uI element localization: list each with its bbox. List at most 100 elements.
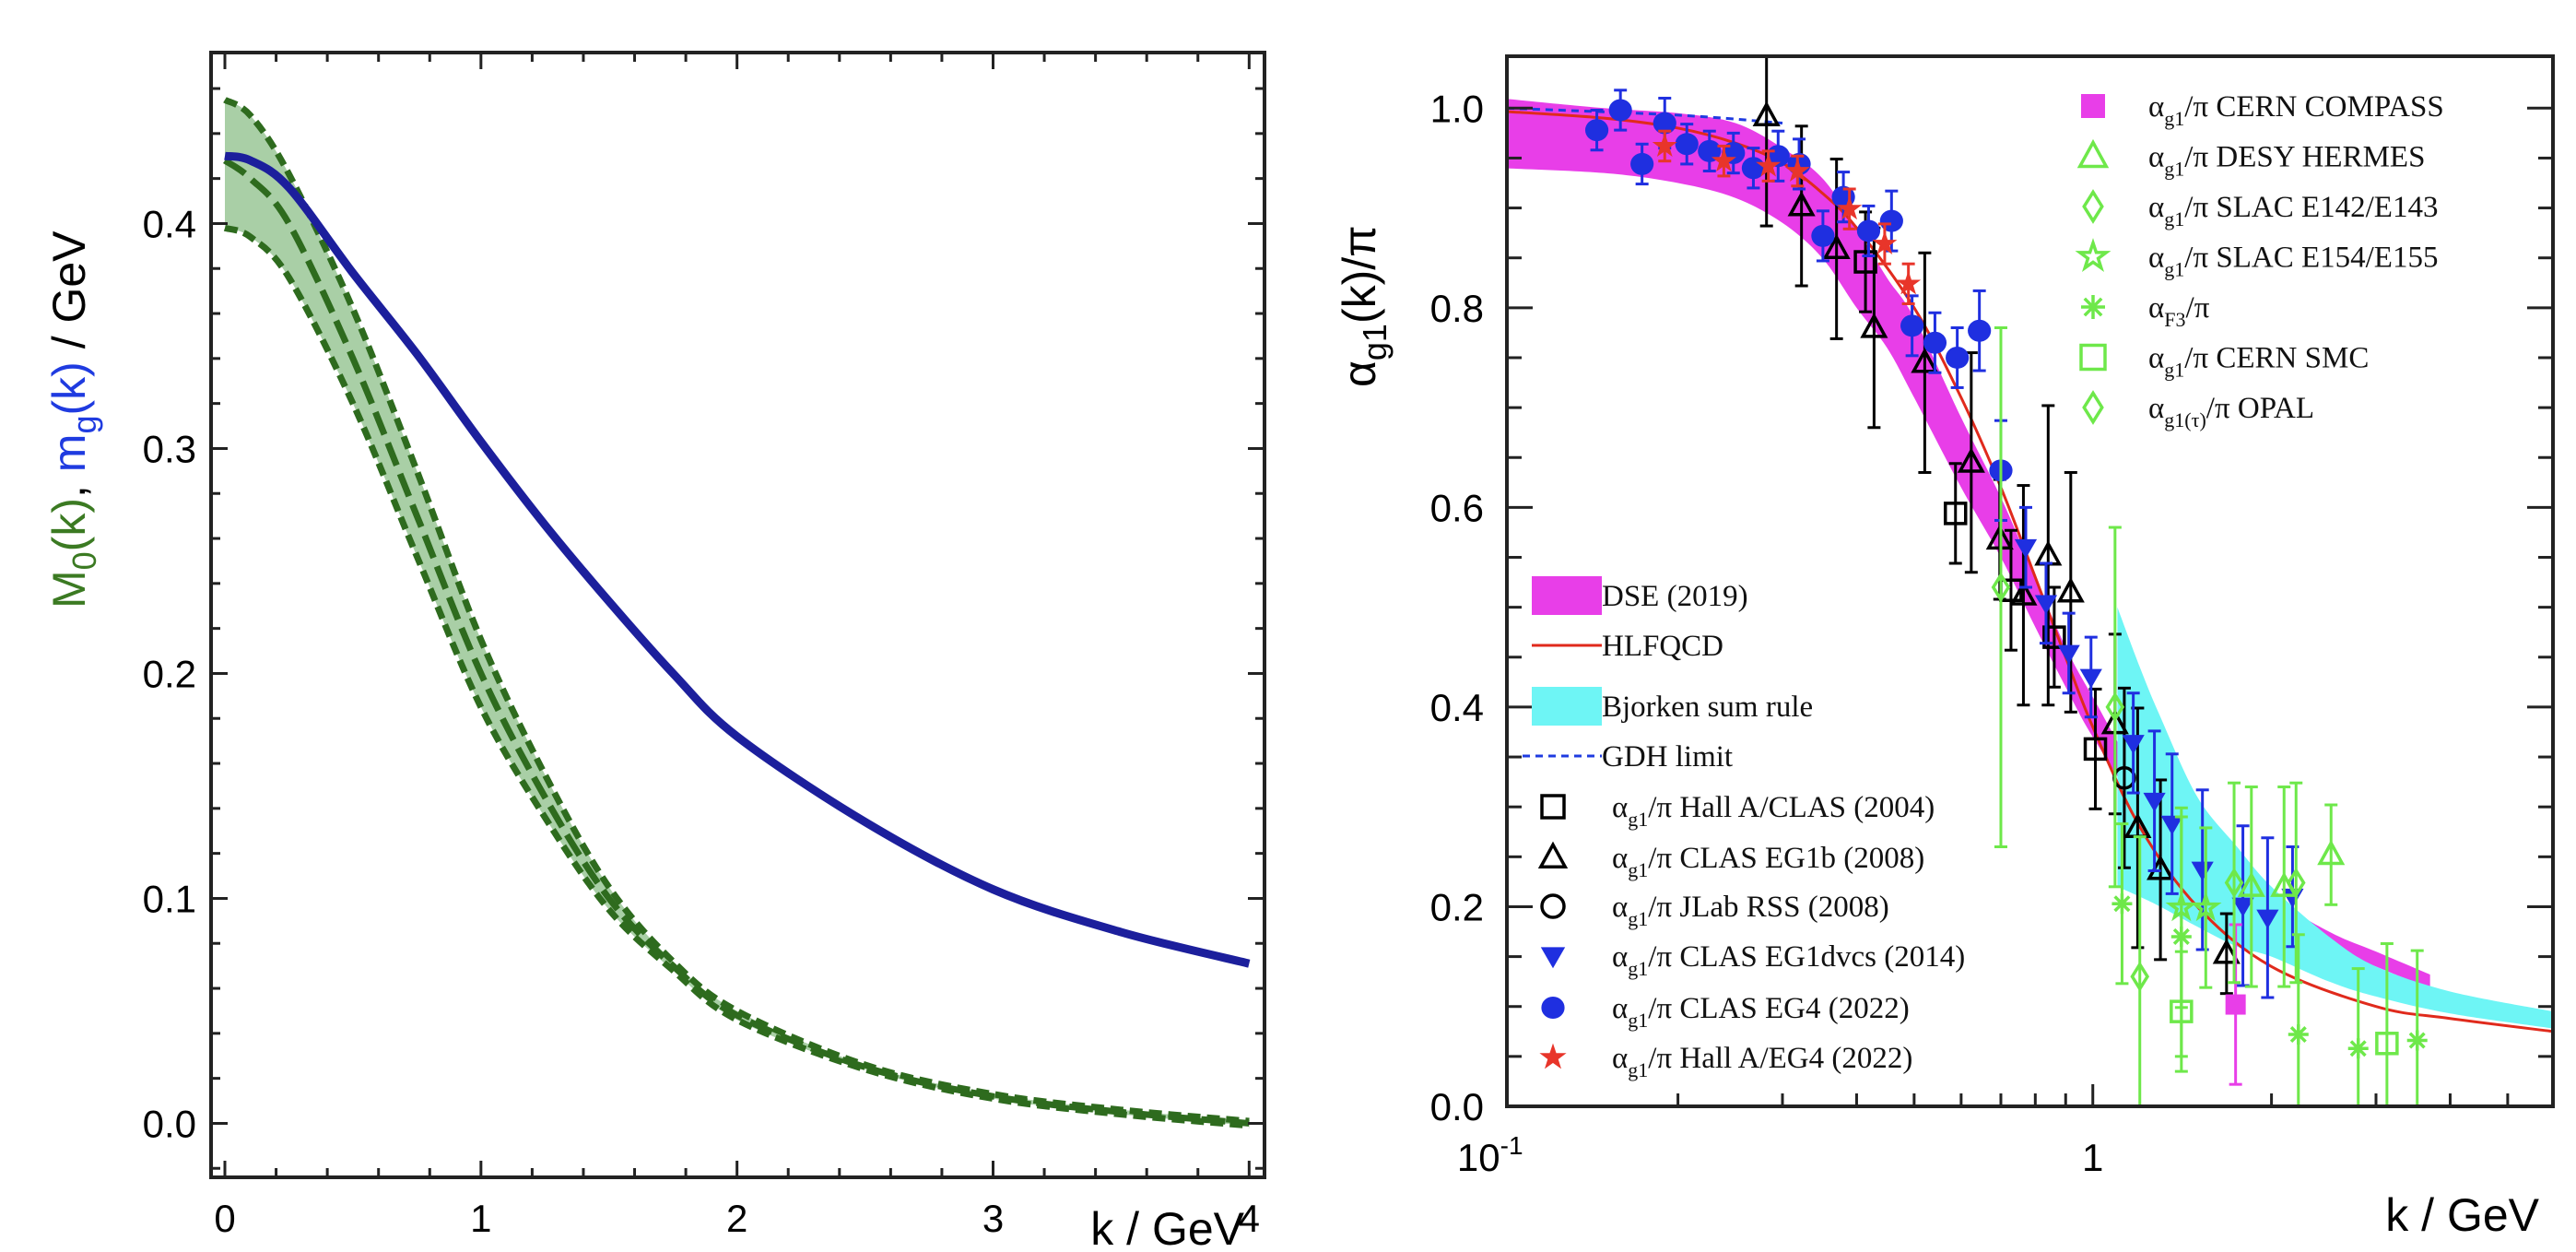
legend-label-rest: /π OPAL [2206,392,2314,425]
legend-entry: Bjorken sum rule [1532,687,1813,726]
legend-label-sub: g1 [2164,359,2184,382]
legend-label: GDH limit [1602,740,1733,774]
right-chart-panel: 0.00.20.40.60.81.010-1 1k / GeVαg1(k)/παg… [1334,54,2555,1241]
legend-marker [1540,794,1566,820]
series-hall-a-eg4-2022- [1652,129,1922,306]
legend-label-sub: F3 [2164,308,2185,331]
series-clas-eg1dvcs-2014- [2014,505,2304,999]
data-point-marker [2406,1030,2428,1051]
data-point-marker [2190,891,2222,922]
data-point-marker [1608,99,1632,122]
legend-label-main: α [2148,342,2164,375]
legend-label-sub: g1(τ) [2164,408,2206,431]
legend-marker [1537,841,1569,868]
series-opal [2105,526,2150,1106]
y-axis-title-part: m [43,434,95,473]
legend-label-rest: /π CERN COMPASS [2184,90,2443,124]
data-point-marker [2042,625,2066,649]
legend-label-main: α [1612,791,1628,824]
legend-label-rest: /π JLab RSS (2008) [1648,891,1888,924]
series-cern-smc [2170,942,2399,1106]
data-point-marker [1896,270,1922,295]
right-plot-area [1507,56,2553,1106]
legend-label: αg1/π Hall A/CLAS (2004) [1612,791,1935,831]
m0-central-line [222,158,1250,1127]
data-point-marker [2347,1038,2369,1059]
y-axis-title-sub: g1 [1356,324,1394,360]
m0-lower-bound-line [223,224,1250,1129]
data-point-marker [1957,447,1985,473]
data-point-marker [2317,839,2346,866]
legend-label: αg1/π Hall A/EG4 (2022) [1612,1042,1912,1081]
legend-label-sub: g1 [2164,107,2184,130]
data-point-marker [1943,502,1968,526]
legend-entry: αg1/π CERN SMC [2079,342,2369,382]
data-point-marker [2256,909,2279,929]
y-tick-label: 0.1 [143,877,196,920]
data-point-marker-stroke [2408,1032,2426,1049]
data-point-marker [1911,348,1939,373]
y-tick-label: 1.0 [1430,87,1484,130]
y-axis-title-rest: (k)/π [1334,225,1385,324]
data-point-marker [1698,139,1722,162]
legend-marker-stroke [2083,297,2103,317]
data-point-marker [2286,867,2306,898]
legend-marker [1541,997,1565,1019]
data-point-marker [1900,314,1924,337]
m0-upper-bound-line [223,97,1250,1125]
data-point-marker [2212,939,2241,964]
data-point-marker [2014,538,2038,559]
data-point-marker [1584,119,1609,142]
legend-label-main: α [2148,392,2164,425]
legend-entry: αg1/π JLab RSS (2008) [1540,891,1889,930]
data-point-marker [1784,158,1810,183]
mg-line [224,151,1251,968]
x-tick-label: 1 [2082,1136,2103,1179]
data-point-marker [2130,961,2150,992]
data-point-marker [1968,319,1992,342]
data-point-marker [2009,580,2038,606]
legend-label: αg1/π CERN COMPASS [2148,90,2444,130]
y-axis-title: M0(k), mg(k) / GeV [43,230,103,608]
data-point-marker [1652,133,1677,157]
legend-label-main: GDH limit [1602,740,1733,774]
data-point-marker [2079,668,2102,689]
legend-label-rest: /π CLAS EG1b (2008) [1648,842,1924,875]
y-axis-title-part: g [65,416,103,434]
data-point-marker [2288,1024,2309,1045]
legend-entry: αg1/π CLAS EG1b (2008) [1537,841,1924,881]
series-slac-e142-e143 [1991,325,2306,985]
data-point-marker [2111,893,2133,915]
y-axis-title: αg1(k)/π [1334,225,1394,387]
y-tick-label: 0.4 [143,202,196,245]
legend-label-sub: g1 [1628,1058,1648,1081]
legend-bottom-left: DSE (2019) HLFQCD Bjorken sum rule GDH lim… [1523,576,1965,1081]
legend-label-main: HLFQCD [1602,630,1723,663]
legend-marker [2081,295,2105,319]
data-point-marker [1811,224,1835,247]
data-point-marker [1711,148,1736,172]
x-tick-label: 10-1 [1457,1131,1523,1179]
legend-entry: αF3/π [2081,291,2210,331]
x-axis-title: k / GeV [2385,1189,2539,1241]
y-axis-title-part: / GeV [43,230,95,361]
legend-label-rest: /π Hall A/EG4 (2022) [1648,1042,1912,1075]
legend-entry: αg1/π CLAS EG4 (2022) [1541,992,1910,1032]
legend-label-sub: g1 [2164,158,2184,181]
legend-label: αg1/π CLAS EG1dvcs (2014) [1612,940,1965,980]
data-point-marker-stroke [2113,895,2131,913]
data-point-marker [1787,191,1816,217]
y-axis-title-part: (k) [43,498,95,551]
legend-label: αg1/π CLAS EG1b (2008) [1612,842,1924,881]
data-point-marker-stroke [2172,927,2190,945]
y-axis-title-part: 0 [65,551,103,570]
legend-label-rest: /π SLAC E154/E155 [2184,242,2438,275]
data-point-marker [2057,644,2080,665]
data-point-marker [1653,112,1676,135]
data-point-marker [1756,152,1782,177]
legend-label: αF3/π [2148,291,2210,331]
legend-label-sub: g1 [1628,808,1648,831]
x-tick-base: 1 [2082,1136,2103,1179]
legend-marker [2079,343,2107,372]
